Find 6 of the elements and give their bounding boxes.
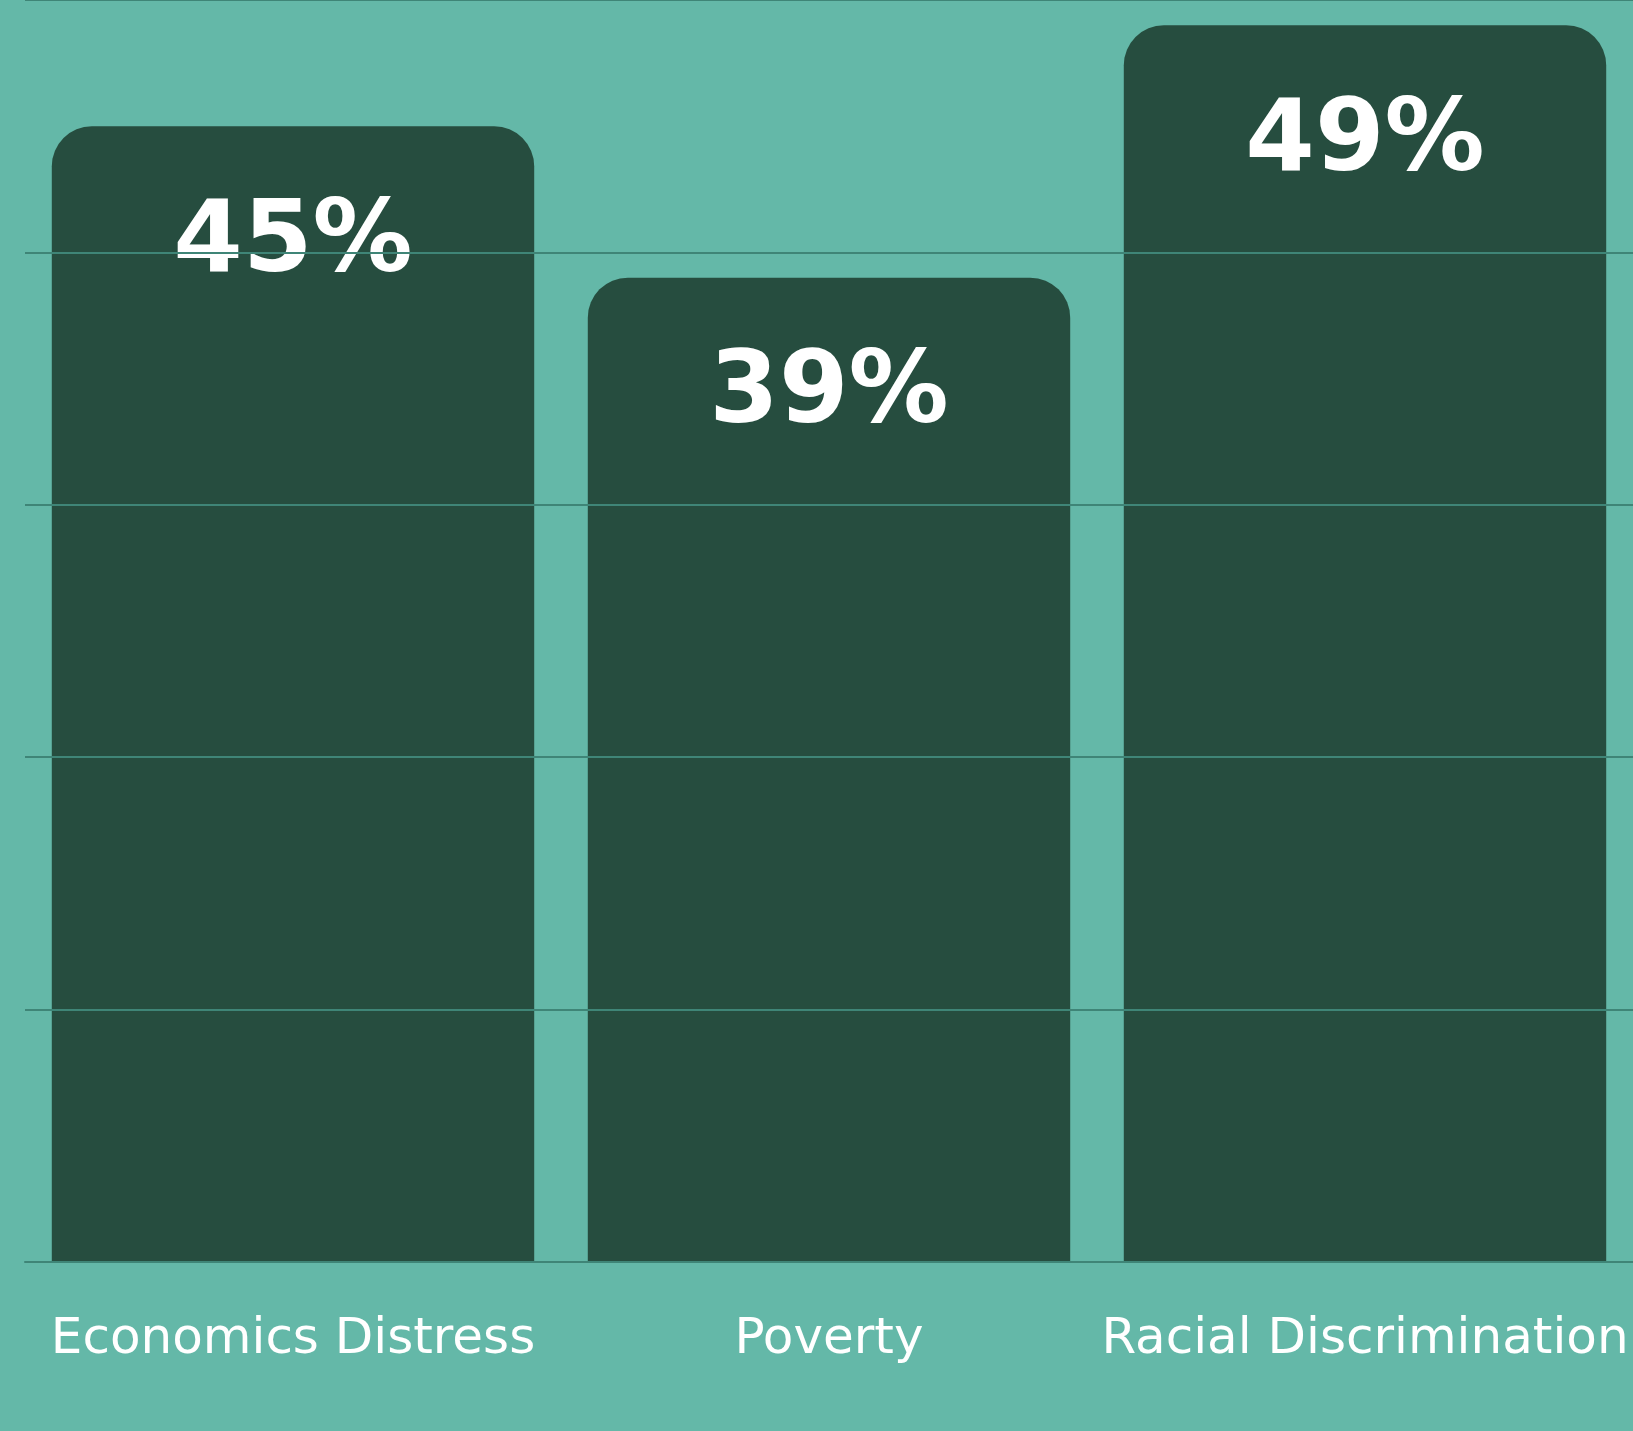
data-label: 49% — [1245, 76, 1485, 194]
data-label: 45% — [173, 177, 413, 295]
x-tick-label: Economics Distress — [50, 1307, 536, 1365]
data-label: 39% — [709, 329, 949, 447]
x-tick-label: Poverty — [734, 1307, 924, 1365]
x-tick-label: Racial Discrimination — [1101, 1307, 1629, 1365]
